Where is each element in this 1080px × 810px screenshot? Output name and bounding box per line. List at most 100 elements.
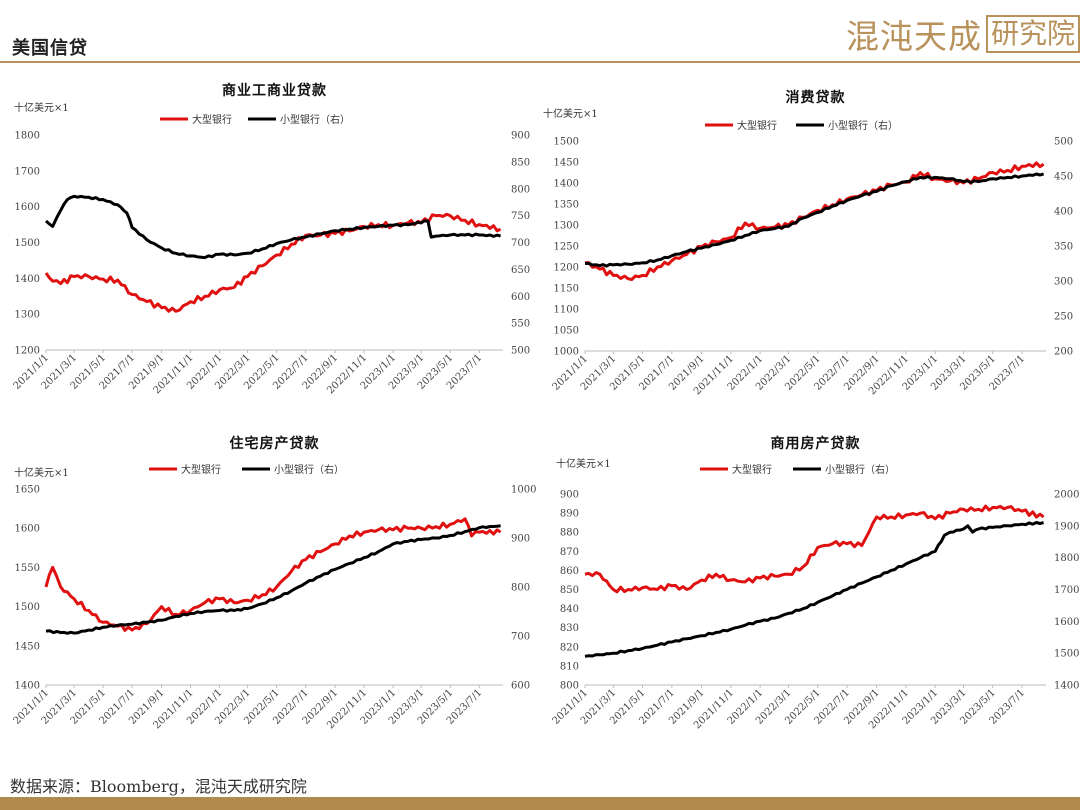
y-right-tick-label: 1700 <box>1054 585 1079 596</box>
series-line-small-banks <box>584 172 1045 268</box>
page-title: 美国信贷 <box>12 38 88 59</box>
y-right-tick-label: 600 <box>511 681 530 692</box>
y-right-tick-label: 700 <box>511 632 530 643</box>
y-left-tick-label: 1500 <box>554 137 579 148</box>
y-right-tick-label: 450 <box>1054 172 1073 183</box>
series-line-small-banks <box>45 194 502 260</box>
y-right-tick-label: 1000 <box>511 485 536 496</box>
y-left-tick-label: 1350 <box>554 200 579 211</box>
y-right-tick-label: 650 <box>511 265 530 276</box>
header-divider <box>0 61 1080 63</box>
source-note: 数据来源：Bloomberg，混沌天成研究院 <box>10 777 307 796</box>
y-left-tick-label: 1150 <box>554 284 579 295</box>
y-right-tick-label: 800 <box>511 184 530 195</box>
y-left-tick-label: 1500 <box>15 238 40 249</box>
y-right-tick-label: 800 <box>511 583 530 594</box>
legend-label-large-banks: 大型银行 <box>181 463 221 476</box>
y-left-tick-label: 1300 <box>15 310 40 321</box>
chart-title: 住宅房产贷款 <box>230 435 320 452</box>
y-right-tick-label: 2000 <box>1054 490 1079 501</box>
y-right-tick-label: 300 <box>1054 277 1073 288</box>
y-right-tick-label: 500 <box>511 346 530 357</box>
y-left-tick-label: 890 <box>560 509 579 520</box>
y-left-tick-label: 1050 <box>554 326 579 337</box>
series-line-small-banks <box>45 524 501 635</box>
y-right-tick-label: 1600 <box>1054 617 1079 628</box>
unit-label: 十亿美元×1 <box>14 101 69 114</box>
legend-label-small-banks: 小型银行（右） <box>280 113 350 126</box>
y-left-tick-label: 1650 <box>15 485 40 496</box>
legend-label-small-banks: 小型银行（右） <box>825 463 895 476</box>
y-right-tick-label: 750 <box>511 211 530 222</box>
series-line-large-banks <box>44 517 502 632</box>
y-right-tick-label: 250 <box>1054 312 1073 323</box>
unit-label: 十亿美元×1 <box>543 107 598 120</box>
y-left-tick-label: 820 <box>560 642 579 653</box>
y-left-tick-label: 830 <box>560 623 579 634</box>
y-left-tick-label: 810 <box>560 661 579 672</box>
y-left-tick-label: 1400 <box>15 681 40 692</box>
y-right-tick-label: 200 <box>1054 347 1073 358</box>
logo-box-text: 研究院 <box>985 15 1080 53</box>
y-right-tick-label: 600 <box>511 292 530 303</box>
series-line-large-banks <box>584 504 1045 594</box>
y-left-tick-label: 1200 <box>554 263 579 274</box>
legend-label-small-banks: 小型银行（右） <box>828 119 898 132</box>
y-left-tick-label: 1550 <box>15 563 40 574</box>
y-left-tick-label: 1300 <box>554 221 579 232</box>
y-right-tick-label: 1500 <box>1054 649 1079 660</box>
y-right-tick-label: 500 <box>1054 137 1073 148</box>
y-left-tick-label: 840 <box>560 604 579 615</box>
y-right-tick-label: 900 <box>511 534 530 545</box>
legend: 大型银行 小型银行（右） <box>705 119 898 132</box>
y-left-tick-label: 1000 <box>554 347 579 358</box>
series-line-large-banks <box>44 212 502 313</box>
series-line-small-banks <box>584 521 1044 658</box>
y-left-tick-label: 1600 <box>15 524 40 535</box>
y-right-tick-label: 1900 <box>1054 521 1079 532</box>
y-left-tick-label: 1200 <box>15 346 40 357</box>
chart-title: 消费贷款 <box>786 89 846 106</box>
unit-label: 十亿美元×1 <box>556 457 611 470</box>
y-right-tick-label: 1400 <box>1054 681 1079 692</box>
y-left-tick-label: 870 <box>560 547 579 558</box>
legend: 大型银行 小型银行（右） <box>149 463 344 476</box>
y-left-tick-label: 900 <box>560 490 579 501</box>
legend: 大型银行 小型银行（右） <box>700 463 895 476</box>
y-left-tick-label: 1800 <box>15 131 40 142</box>
y-left-tick-label: 1250 <box>554 242 579 253</box>
y-left-tick-label: 1100 <box>554 305 579 316</box>
logo-text: 混沌天成 <box>846 17 982 56</box>
y-left-tick-label: 1400 <box>554 179 579 190</box>
y-left-tick-label: 880 <box>560 528 579 539</box>
brand-logo: 混沌天成 研究院 <box>846 14 1080 56</box>
y-left-tick-label: 800 <box>560 681 579 692</box>
y-right-tick-label: 850 <box>511 157 530 168</box>
y-left-tick-label: 850 <box>560 585 579 596</box>
unit-label: 十亿美元×1 <box>14 466 69 479</box>
footer-bar <box>0 797 1080 810</box>
legend-label-large-banks: 大型银行 <box>737 119 777 132</box>
y-right-tick-label: 900 <box>511 131 530 142</box>
legend-label-large-banks: 大型银行 <box>192 113 232 126</box>
chart-title: 商业工商业贷款 <box>222 82 327 99</box>
y-right-tick-label: 400 <box>1054 207 1073 218</box>
y-right-tick-label: 1800 <box>1054 553 1079 564</box>
y-right-tick-label: 700 <box>511 238 530 249</box>
y-left-tick-label: 860 <box>560 566 579 577</box>
y-left-tick-label: 1700 <box>15 166 40 177</box>
legend-label-small-banks: 小型银行（右） <box>274 463 344 476</box>
chart-title: 商用房产贷款 <box>771 435 861 452</box>
y-left-tick-label: 1400 <box>15 274 40 285</box>
y-left-tick-label: 1450 <box>15 641 40 652</box>
y-right-tick-label: 550 <box>511 319 530 330</box>
legend-label-large-banks: 大型银行 <box>732 463 772 476</box>
y-left-tick-label: 1600 <box>15 202 40 213</box>
y-left-tick-label: 1450 <box>554 158 579 169</box>
y-right-tick-label: 350 <box>1054 242 1073 253</box>
